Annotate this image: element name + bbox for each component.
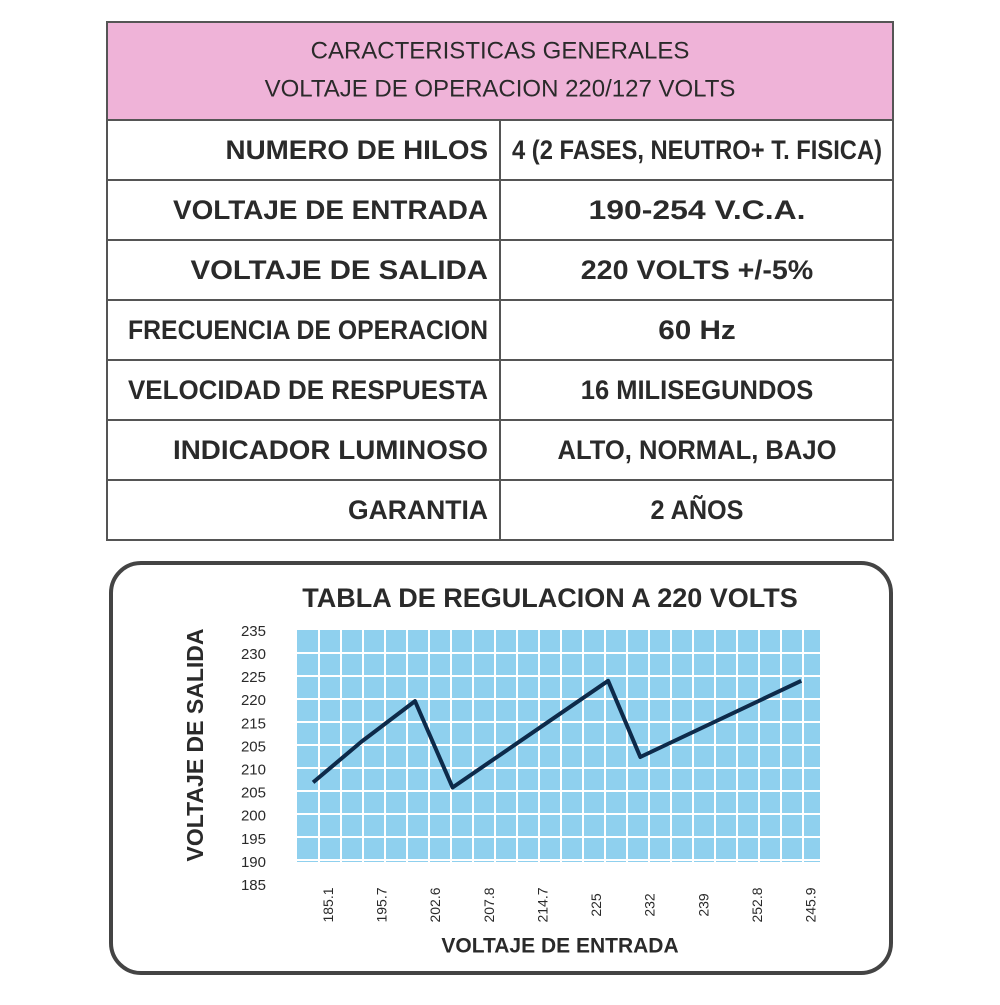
row-value: 60 Hz	[658, 315, 736, 345]
row-value: 190-254 V.C.A.	[589, 195, 806, 225]
header-title: CARACTERISTICAS GENERALES	[311, 37, 690, 64]
chart: 235 230 225 220 215 205 210 205 200 195 190 185 185.…	[241, 623, 819, 923]
y-tick-label: 200	[241, 808, 266, 825]
x-tick-label: 239	[695, 893, 711, 917]
y-tick-label: 220	[241, 692, 266, 709]
y-tick-label: 225	[241, 669, 266, 686]
x-tick-label: 185.1	[320, 887, 336, 922]
row-value: ALTO, NORMAL, BAJO	[558, 435, 837, 465]
x-tick-label: 225	[588, 893, 604, 917]
plot-grid	[297, 630, 820, 862]
row-value: 16 MILISEGUNDOS	[581, 375, 814, 405]
row-label: NUMERO DE HILOS	[226, 135, 489, 165]
x-axis-title: VOLTAJE DE ENTRADA	[441, 935, 678, 958]
x-tick-label: 214.7	[534, 887, 550, 922]
row-label: INDICADOR LUMINOSO	[173, 435, 488, 465]
x-tick-label: 202.6	[427, 887, 443, 922]
row-label: FRECUENCIA DE OPERACION	[128, 315, 488, 345]
y-tick-label: 205	[241, 738, 266, 755]
row-value: 2 AÑOS	[651, 494, 744, 525]
row-label: VELOCIDAD DE RESPUESTA	[128, 375, 488, 405]
spec-table: NUMERO DE HILOS 4 (2 FASES, NEUTRO+ T. FI…	[106, 21, 894, 541]
row-value: 4 (2 FASES, NEUTRO+ T. FISICA)	[512, 135, 882, 165]
x-tick-label: 195.7	[374, 887, 390, 922]
x-tick-label: 207.8	[481, 887, 497, 922]
row-label: GARANTIA	[348, 495, 488, 525]
x-tick-label: 232	[642, 893, 658, 917]
y-tick-label: 215	[241, 715, 266, 732]
header-bg	[107, 22, 893, 120]
y-tick-label: 190	[241, 854, 266, 871]
y-tick-label: 210	[241, 762, 266, 779]
header-subtitle: VOLTAJE DE OPERACION 220/127 VOLTS	[265, 75, 736, 102]
row-value: 220 VOLTS +/-5%	[581, 255, 814, 285]
chart-title: TABLA DE REGULACION A 220 VOLTS	[302, 583, 798, 613]
table-border	[106, 21, 894, 541]
y-tick-label: 195	[241, 831, 266, 848]
x-tick-label: 245.9	[803, 887, 819, 922]
row-label: VOLTAJE DE SALIDA	[191, 255, 489, 285]
y-tick-label: 235	[241, 623, 266, 640]
row-label: VOLTAJE DE ENTRADA	[173, 195, 488, 225]
x-tick-label: 252.8	[749, 887, 765, 922]
y-axis-title: VOLTAJE DE SALIDA	[182, 629, 208, 862]
y-tick-label: 205	[241, 785, 266, 802]
y-tick-label: 230	[241, 646, 266, 663]
data-line	[311, 678, 803, 790]
y-tick-label: 185	[241, 877, 266, 894]
